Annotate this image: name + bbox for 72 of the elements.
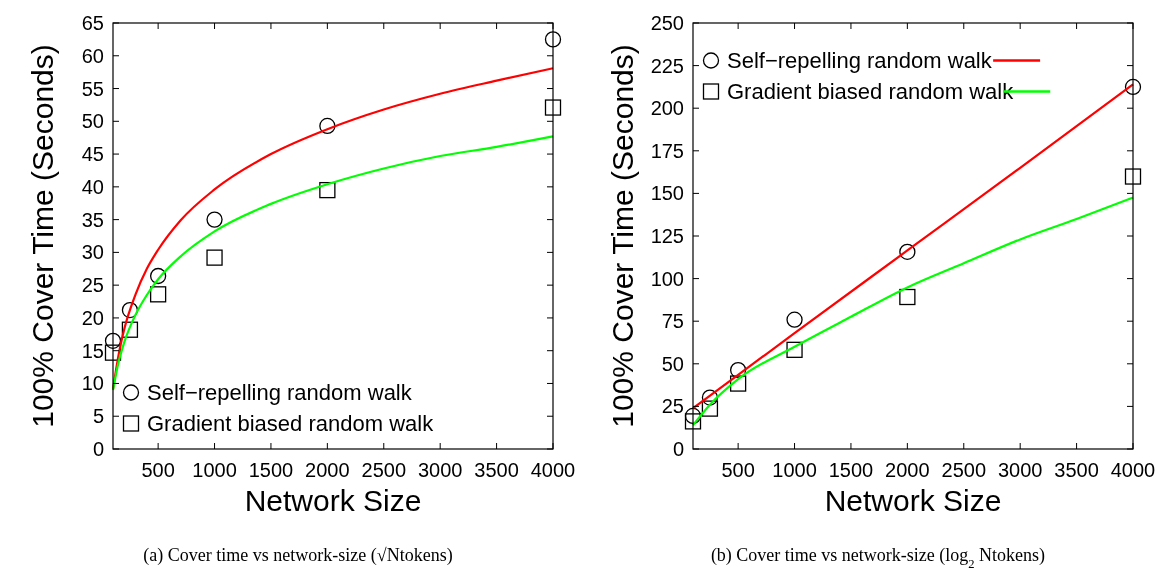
x-tick-label: 4000	[1110, 459, 1156, 481]
x-tick-label: 1500	[248, 459, 294, 481]
y-tick-label: 40	[81, 175, 104, 198]
text: (a) Cover time vs network-size (√Ntokens)	[143, 545, 453, 566]
x-tick-label: 2000	[885, 459, 930, 481]
x-tick-label: 1000	[772, 459, 817, 481]
y-tick-label: 75	[661, 310, 684, 333]
y-tick-label: 10	[81, 372, 104, 395]
legend-label: Self−repelling random walk	[727, 48, 993, 74]
y-tick-label: 60	[81, 44, 104, 67]
y-tick-label: 50	[661, 352, 684, 375]
y-tick-label: 50	[81, 110, 104, 133]
point	[684, 407, 702, 425]
y-axis-title: 100% Cover Time (Seconds)	[26, 44, 59, 428]
y-tick-label: 30	[81, 241, 104, 264]
point	[206, 249, 223, 266]
x-tick-label: 4000	[530, 459, 576, 481]
y-tick-label: 35	[81, 208, 104, 231]
x-tick-label: 3500	[1054, 459, 1099, 481]
legend-label: Gradient biased random walk	[147, 411, 435, 437]
text: (b) Cover time vs network-size (log$_{2}$ Ntokens)	[710, 545, 1046, 571]
x-tick-label: 3000	[417, 459, 463, 481]
point	[899, 288, 916, 306]
y-tick-label: 25	[81, 274, 104, 297]
point	[544, 31, 562, 48]
y-tick-label: 125	[650, 225, 684, 247]
point	[149, 286, 167, 303]
x-axis-title: Network Size	[244, 484, 422, 517]
y-tick-label: 0	[672, 438, 684, 460]
point	[319, 117, 336, 135]
x-tick-label: 2500	[941, 459, 987, 481]
point	[1124, 78, 1142, 96]
y-tick-label: 65	[81, 12, 104, 34]
legend-label: Self−repelling random walk	[147, 380, 413, 406]
y-tick-label: 0	[92, 438, 104, 460]
point	[701, 389, 719, 406]
point	[104, 332, 122, 350]
point	[544, 99, 562, 116]
legend-label: Gradient biased random walk	[727, 79, 1015, 105]
point	[899, 243, 916, 260]
y-tick-label: 225	[650, 54, 684, 77]
y-tick-label: 200	[650, 97, 684, 120]
x-tick-label: 500	[141, 459, 175, 481]
y-tick-label: 100	[650, 267, 684, 290]
x-tick-label: 1000	[192, 459, 237, 481]
x-tick-label: 2500	[361, 459, 407, 481]
y-tick-label: 250	[650, 12, 684, 34]
x-tick-label: 3500	[474, 459, 519, 481]
y-tick-label: 15	[81, 339, 104, 362]
y-tick-label: 25	[661, 395, 684, 418]
y-tick-label: 175	[650, 139, 684, 162]
x-tick-label: 1500	[828, 459, 874, 481]
point	[684, 413, 702, 430]
point	[121, 321, 139, 338]
point	[206, 211, 223, 228]
point	[149, 267, 167, 285]
x-tick-label: 2000	[305, 459, 350, 481]
x-axis-title: Network Size	[824, 484, 1002, 517]
point	[1124, 168, 1142, 185]
point	[729, 375, 747, 392]
y-tick-label: 20	[81, 306, 104, 329]
point	[786, 341, 803, 358]
y-tick-label: 150	[650, 182, 684, 205]
point	[319, 181, 336, 199]
y-axis-title: 100% Cover Time (Seconds)	[606, 44, 639, 428]
y-tick-label: 5	[92, 405, 104, 428]
x-tick-label: 500	[721, 459, 755, 481]
y-tick-label: 45	[81, 143, 104, 166]
x-tick-label: 3000	[997, 459, 1043, 481]
point	[786, 311, 803, 328]
y-tick-label: 55	[81, 77, 104, 100]
point	[701, 400, 719, 417]
